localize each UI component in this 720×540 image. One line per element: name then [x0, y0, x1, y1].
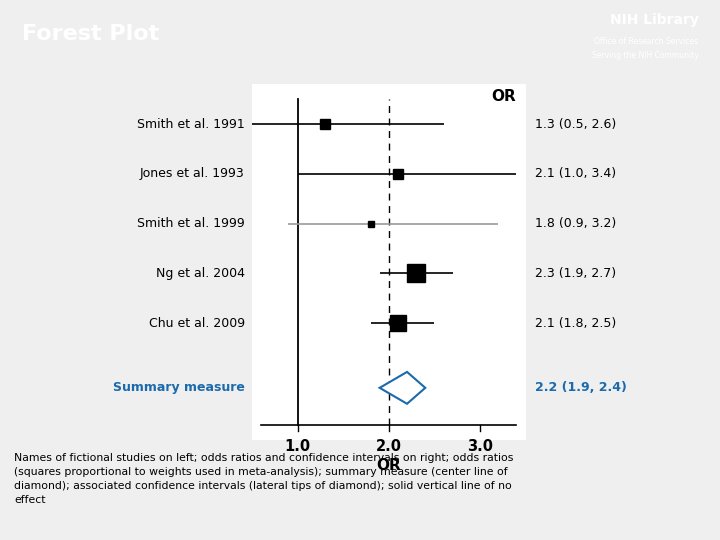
- Text: 1.3 (0.5, 2.6): 1.3 (0.5, 2.6): [536, 118, 616, 131]
- Text: 2.1 (1.0, 3.4): 2.1 (1.0, 3.4): [536, 167, 616, 180]
- Text: Chu et al. 2009: Chu et al. 2009: [148, 316, 245, 329]
- Text: 1.8 (0.9, 3.2): 1.8 (0.9, 3.2): [536, 217, 616, 230]
- Text: Smith et al. 1991: Smith et al. 1991: [137, 118, 245, 131]
- Text: Serving the NIH Community: Serving the NIH Community: [592, 51, 698, 60]
- Text: 3.0: 3.0: [467, 439, 493, 454]
- Polygon shape: [379, 372, 426, 404]
- Text: 1.0: 1.0: [284, 439, 310, 454]
- Text: Office of Research Services: Office of Research Services: [594, 37, 698, 46]
- Text: Smith et al. 1999: Smith et al. 1999: [137, 217, 245, 230]
- Text: 2.2 (1.9, 2.4): 2.2 (1.9, 2.4): [536, 381, 627, 394]
- Text: 2.3 (1.9, 2.7): 2.3 (1.9, 2.7): [536, 267, 616, 280]
- Text: Forest Plot: Forest Plot: [22, 24, 159, 44]
- Text: NIH Library: NIH Library: [610, 13, 698, 27]
- Text: Ng et al. 2004: Ng et al. 2004: [156, 267, 245, 280]
- Text: Summary measure: Summary measure: [113, 381, 245, 394]
- Text: Names of fictional studies on left; odds ratios and confidence intervals on righ: Names of fictional studies on left; odds…: [14, 453, 514, 504]
- Text: OR: OR: [492, 89, 516, 104]
- Text: OR: OR: [377, 457, 401, 472]
- Text: 2.0: 2.0: [376, 439, 402, 454]
- Text: Jones et al. 1993: Jones et al. 1993: [140, 167, 245, 180]
- Text: 2.1 (1.8, 2.5): 2.1 (1.8, 2.5): [536, 316, 616, 329]
